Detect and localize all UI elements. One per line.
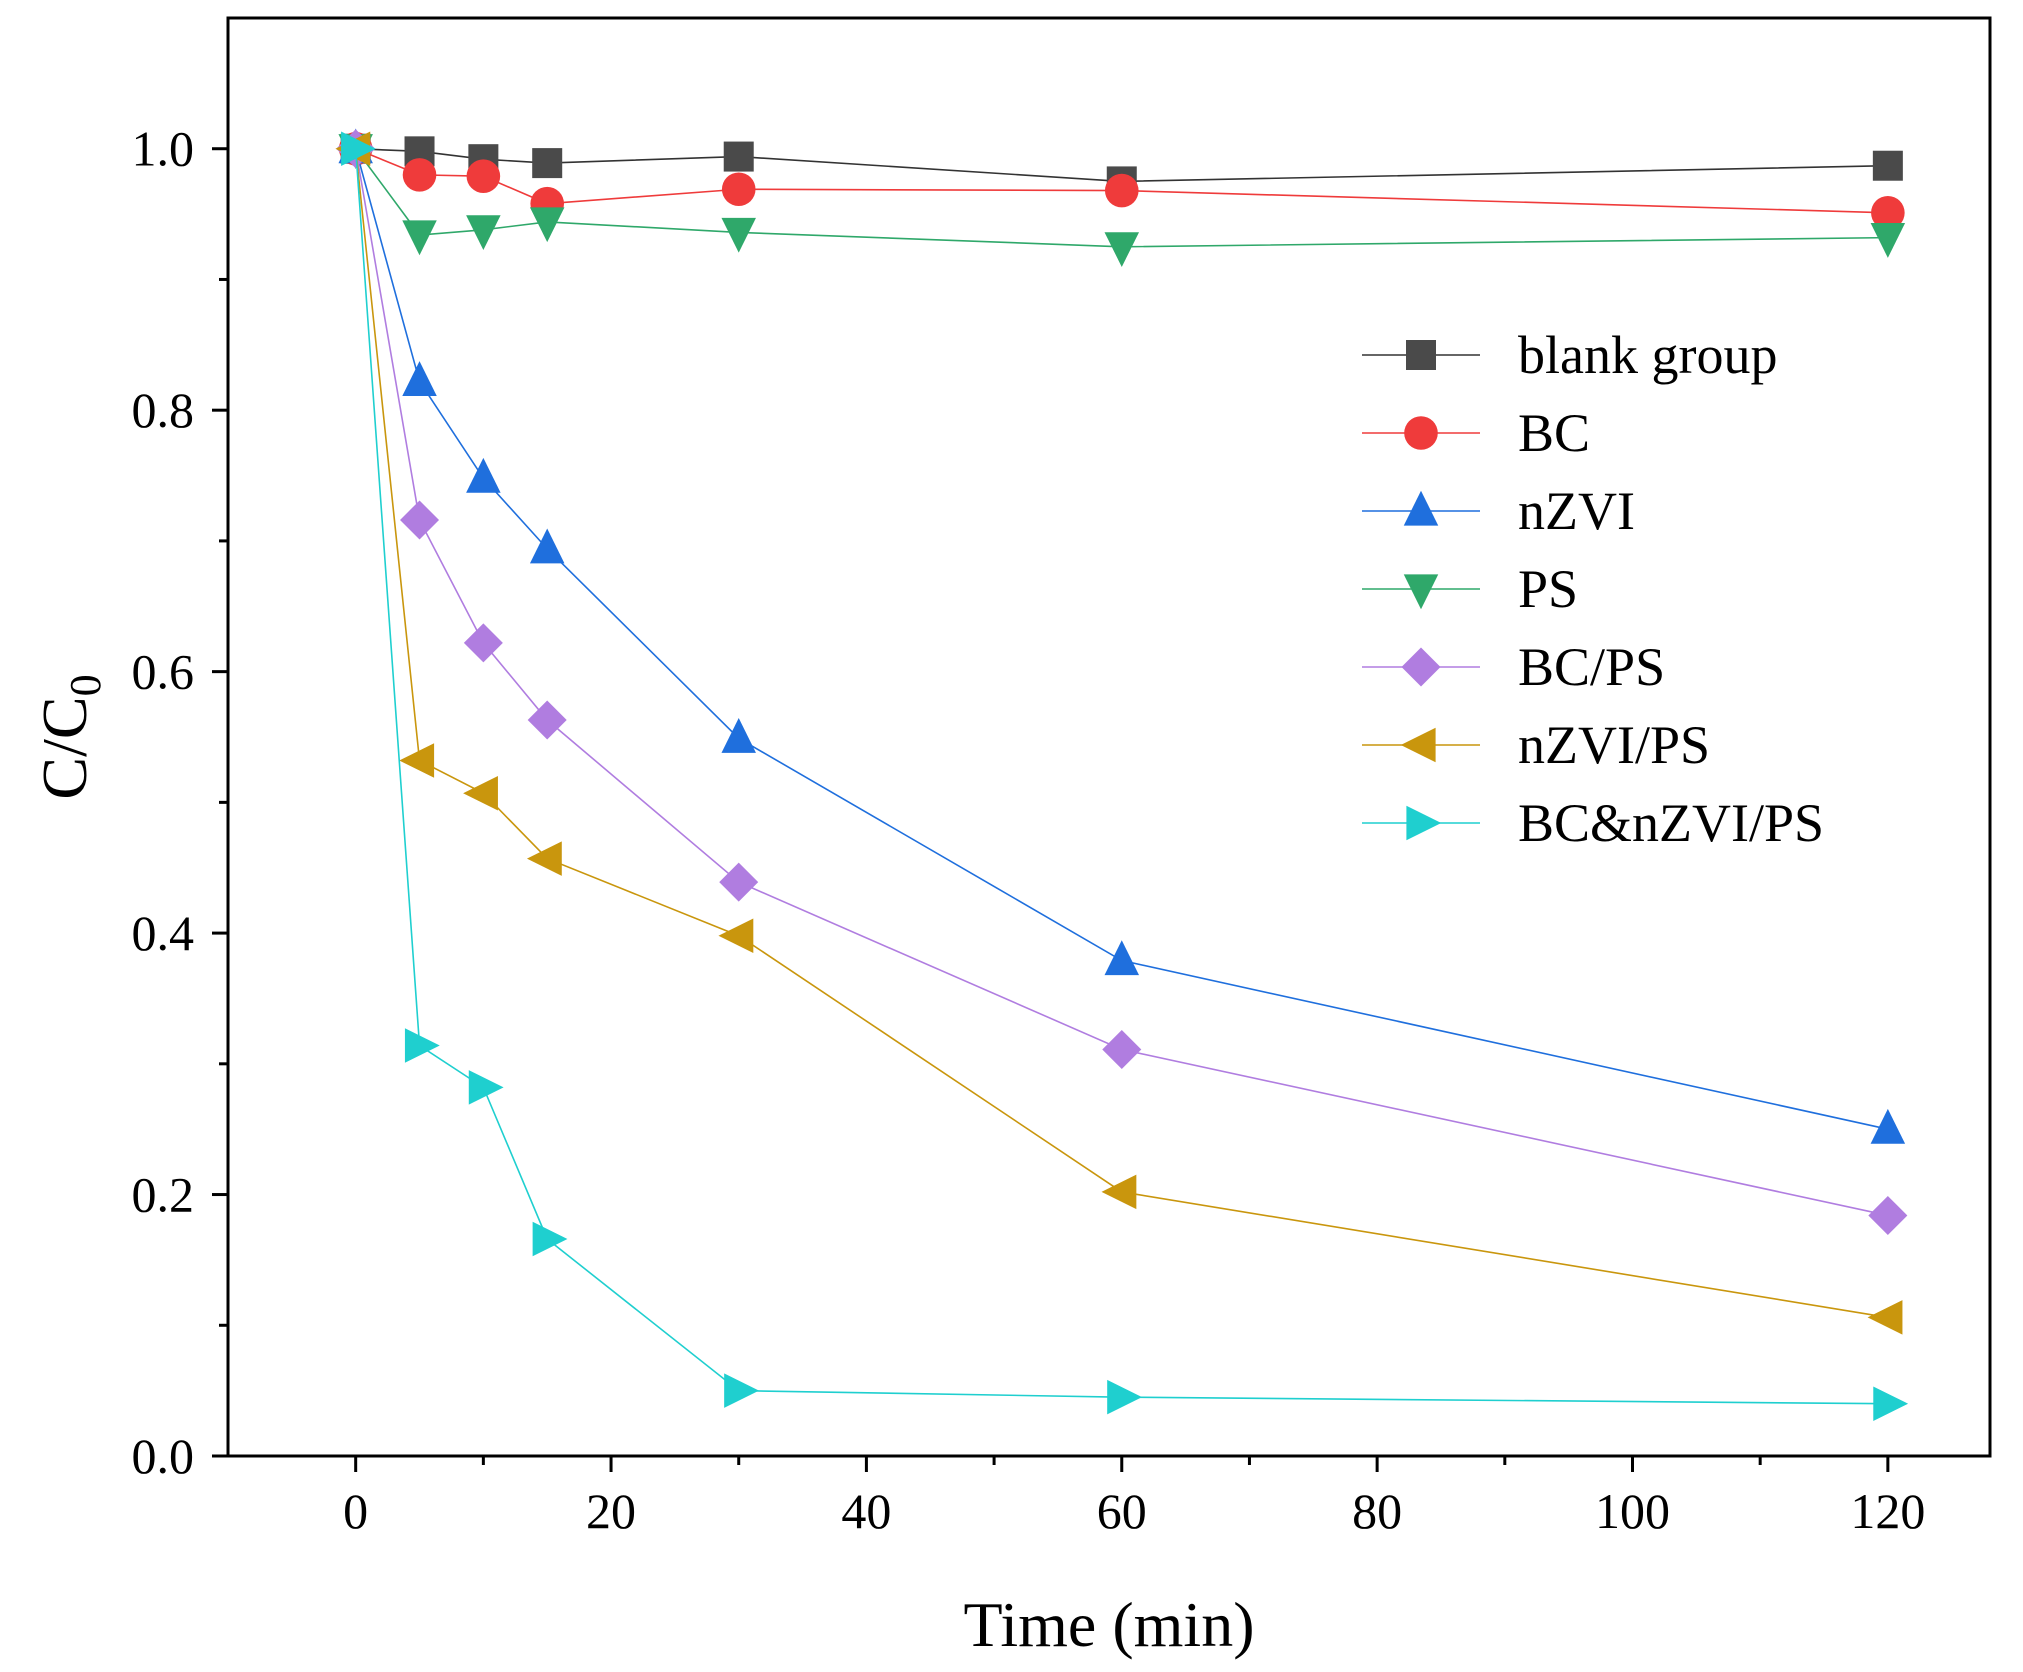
series-nzvi-ps	[335, 131, 1903, 1335]
x-tick-label: 40	[841, 1483, 891, 1539]
legend-entry-ps: PS	[1362, 559, 1578, 619]
series-layer	[335, 128, 1909, 1421]
x-axis-title: Time (min)	[964, 1589, 1255, 1660]
data-point	[721, 172, 756, 207]
data-point	[721, 718, 756, 753]
x-tick-label: 80	[1352, 1483, 1402, 1539]
legend-marker	[1400, 727, 1436, 763]
data-point	[723, 141, 754, 172]
y-axis-title-subscript: 0	[61, 674, 110, 696]
legend-marker	[1401, 647, 1441, 687]
legend-label: BC	[1518, 403, 1590, 463]
data-point	[466, 215, 501, 251]
y-tick-label: 0.2	[132, 1167, 195, 1223]
series-bc-and-nzvi-ps	[341, 131, 1909, 1421]
x-tick-label: 60	[1097, 1483, 1147, 1539]
data-point	[529, 207, 565, 243]
data-point	[1873, 1386, 1909, 1421]
legend-entry-blank-group: blank group	[1362, 325, 1777, 385]
legend-label: BC/PS	[1518, 637, 1665, 697]
y-tick-label: 0.8	[132, 382, 195, 438]
data-point	[463, 623, 503, 663]
legend: blank group BC nZVI PS BC/PS nZVI/PS BC&nZVI/P…	[1362, 325, 1824, 853]
legend-label: nZVI/PS	[1518, 715, 1710, 775]
data-point	[466, 457, 501, 493]
data-point	[721, 217, 756, 253]
legend-entry-bc-ps: BC/PS	[1362, 637, 1665, 697]
data-point	[1872, 150, 1903, 181]
data-point	[1104, 173, 1139, 208]
legend-marker	[1404, 416, 1438, 450]
legend-marker	[1403, 574, 1439, 610]
legend-entry-nzvi: nZVI	[1362, 481, 1635, 541]
data-point	[1104, 940, 1140, 976]
data-point	[404, 1028, 440, 1063]
x-tick-label: 120	[1850, 1483, 1925, 1539]
data-point	[532, 148, 563, 179]
legend-marker	[1403, 490, 1439, 526]
data-point	[532, 1221, 568, 1257]
y-axis-title: C/C0	[29, 674, 110, 799]
x-tick-label: 100	[1595, 1483, 1670, 1539]
plot-frame	[226, 16, 1992, 1458]
y-tick-label: 0.4	[132, 905, 195, 961]
data-point	[1107, 1379, 1143, 1415]
data-point	[1870, 1108, 1906, 1144]
data-point	[402, 220, 437, 256]
data-point	[1871, 195, 1905, 230]
x-tick-label: 20	[586, 1483, 636, 1539]
data-point	[527, 700, 567, 740]
y-tick-label: 1.0	[132, 121, 195, 177]
data-point	[1870, 223, 1906, 258]
legend-entry-bc: BC	[1362, 403, 1590, 463]
data-point	[718, 918, 754, 953]
legend-entry-nzvi-ps: nZVI/PS	[1362, 715, 1710, 775]
y-axis-title-main: C/C	[29, 696, 100, 799]
data-point	[1868, 1195, 1908, 1235]
data-point	[1101, 1174, 1137, 1210]
data-point	[1867, 1300, 1903, 1335]
data-point	[526, 841, 562, 876]
data-point	[468, 1070, 504, 1105]
data-point	[529, 528, 565, 564]
legend-label: PS	[1518, 559, 1578, 619]
legend-label: nZVI	[1518, 481, 1635, 541]
data-point	[719, 862, 759, 902]
data-point	[399, 743, 435, 778]
data-point	[724, 1373, 759, 1408]
data-point	[463, 775, 498, 811]
data-point	[1104, 232, 1140, 268]
y-tick-label: 0.0	[132, 1428, 195, 1484]
data-point	[341, 131, 376, 166]
data-point	[400, 500, 440, 540]
legend-entry-bc-and-nzvi-ps: BC&nZVI/PS	[1362, 793, 1824, 853]
data-point	[1102, 1029, 1142, 1069]
legend-label: BC&nZVI/PS	[1518, 793, 1824, 853]
axes-layer: 0 20 40 60 80 100 120 0.0 0.2 0.4 0.6 0.8 1.0	[132, 16, 1992, 1539]
data-point	[402, 361, 437, 397]
legend-marker	[1406, 805, 1442, 841]
data-point	[466, 159, 501, 193]
x-tick-label: 0	[343, 1483, 368, 1539]
legend-marker	[1406, 340, 1436, 370]
data-point	[402, 158, 437, 192]
y-tick-label: 0.6	[132, 644, 195, 700]
legend-label: blank group	[1518, 325, 1777, 385]
